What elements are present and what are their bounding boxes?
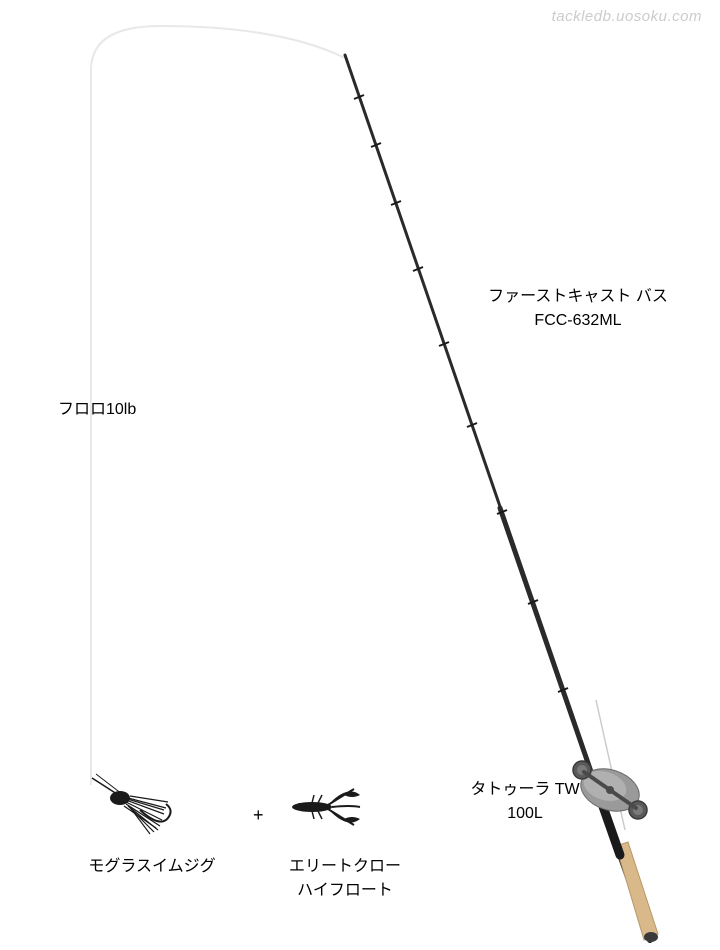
rod-label-line1: ファーストキャスト バス	[488, 288, 668, 305]
rod-taper	[500, 508, 598, 792]
craw-label-line1: エリートクロー	[289, 858, 401, 875]
swim-jig-icon	[92, 774, 171, 834]
plus-sign: +	[253, 805, 264, 826]
rod-label-line2: FCC-632ML	[534, 312, 621, 329]
craw-label: エリートクロー ハイフロート	[270, 855, 420, 903]
rod-label: ファーストキャスト バス FCC-632ML	[478, 285, 678, 333]
tackle-diagram	[0, 0, 720, 950]
craw-label-line2: ハイフロート	[297, 882, 393, 899]
reel-label: タトゥーラ TW 100L	[460, 778, 590, 826]
butt-cap	[644, 932, 658, 942]
reel-label-line1: タトゥーラ TW	[470, 781, 579, 798]
line-label: フロロ10lb	[58, 395, 136, 419]
craw-bait-icon	[292, 789, 360, 825]
jig-label: モグラスイムジグ	[72, 855, 232, 879]
reel-label-line2: 100L	[507, 805, 543, 822]
